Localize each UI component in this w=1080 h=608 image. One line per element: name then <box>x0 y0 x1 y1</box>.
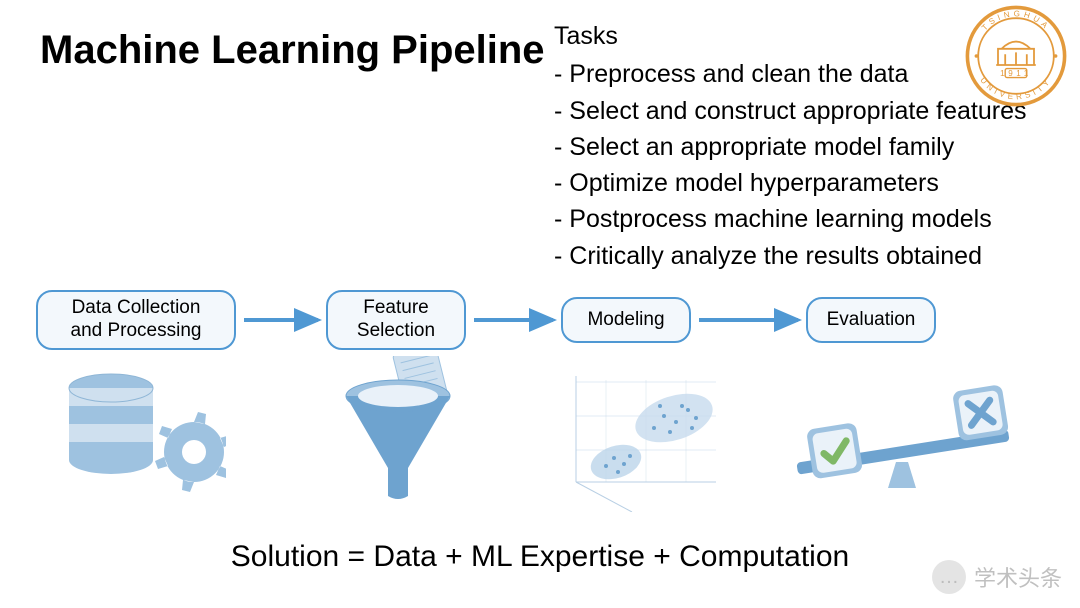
funnel-icon <box>336 356 466 506</box>
watermark-label: 学术头条 <box>974 561 1062 593</box>
database-gear-icon <box>56 360 226 500</box>
scatter3d-icon <box>546 362 736 512</box>
watermark-icon: … <box>932 560 966 594</box>
task-item: Select and construct appropriate feature… <box>554 93 1027 129</box>
flow-arrows <box>36 290 1044 350</box>
footer-equation: Solution = Data + ML Expertise + Computa… <box>0 540 1080 574</box>
task-item: Postprocess machine learning models <box>554 201 1027 237</box>
tasks-block: Tasks Preprocess and clean the data Sele… <box>554 18 1027 274</box>
watermark: … 学术头条 <box>932 560 1062 594</box>
balance-scale-icon <box>784 370 1024 510</box>
task-item: Select an appropriate model family <box>554 129 1027 165</box>
page-title: Machine Learning Pipeline <box>40 28 545 73</box>
task-item: Preprocess and clean the data <box>554 56 1027 92</box>
university-seal-icon: TSINGHUA UNIVERSITY 1911 <box>962 2 1070 110</box>
tasks-list: Preprocess and clean the data Select and… <box>554 56 1027 274</box>
tasks-header: Tasks <box>554 18 1027 54</box>
task-item: Optimize model hyperparameters <box>554 165 1027 201</box>
task-item: Critically analyze the results obtained <box>554 238 1027 274</box>
pipeline-flow: Data Collection and Processing Feature S… <box>36 290 1044 520</box>
svg-text:1911: 1911 <box>1000 69 1032 78</box>
